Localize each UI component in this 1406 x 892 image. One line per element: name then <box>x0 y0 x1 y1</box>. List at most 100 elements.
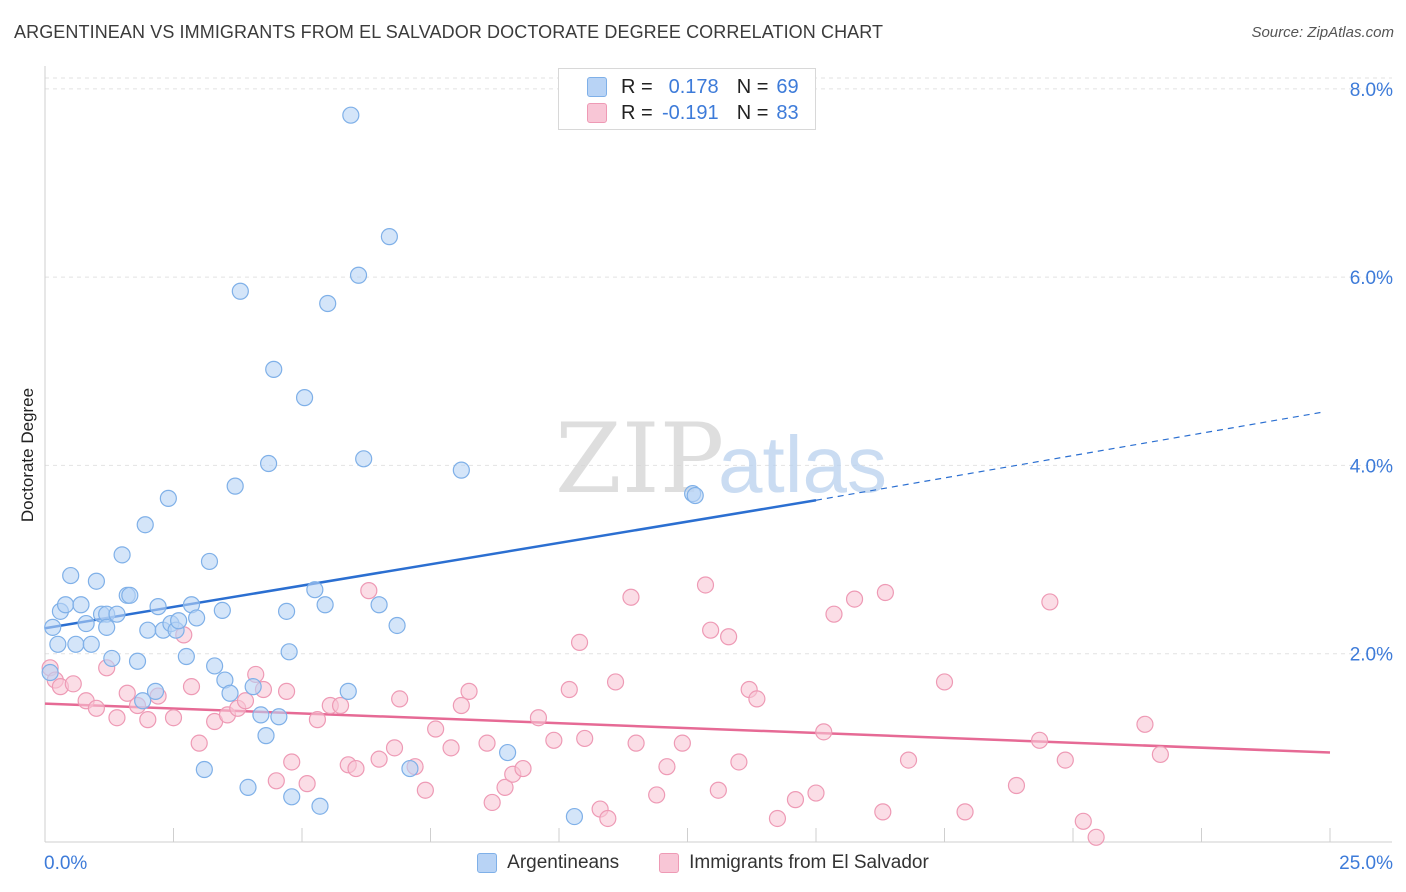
data-point-el-salvador <box>576 729 594 748</box>
data-point-el-salvador <box>709 781 727 799</box>
data-point-argentineans <box>295 389 314 407</box>
data-point-el-salvador <box>452 696 470 715</box>
data-point-argentineans <box>355 450 373 468</box>
stats-legend: R = 0.178 N = 69 R = -0.191 N = 83 <box>558 68 816 130</box>
data-point-argentineans <box>306 581 324 599</box>
data-point-el-salvador <box>1030 731 1049 749</box>
data-point-argentineans <box>370 596 388 614</box>
y-tick-label: 8.0% <box>1350 80 1393 101</box>
data-point-el-salvador <box>529 709 548 727</box>
legend-swatch-pink <box>587 103 607 123</box>
data-point-el-salvador <box>87 699 106 717</box>
data-point-el-salvador <box>1087 828 1105 846</box>
trend-line-argentineans-extension <box>815 411 1325 501</box>
data-point-argentineans <box>349 266 368 284</box>
data-point-el-salvador <box>560 680 578 699</box>
r-value: -0.191 <box>661 101 719 124</box>
data-point-argentineans <box>177 647 195 666</box>
data-point-el-salvador <box>64 675 82 693</box>
data-point-argentineans <box>44 618 62 636</box>
y-tick-label: 6.0% <box>1350 268 1393 289</box>
data-point-argentineans <box>128 652 147 670</box>
stats-row-argentineans: R = 0.178 N = 69 <box>587 74 799 100</box>
r-label: R = <box>621 101 653 124</box>
data-point-argentineans <box>380 228 398 246</box>
data-point-argentineans <box>113 546 131 564</box>
data-point-argentineans <box>149 598 167 616</box>
data-point-argentineans <box>339 682 357 700</box>
data-point-el-salvador <box>570 633 589 652</box>
data-point-el-salvador <box>720 628 738 646</box>
legend-label: Immigrants from El Salvador <box>689 852 929 873</box>
data-point-el-salvador <box>267 772 285 790</box>
data-point-el-salvador <box>673 734 691 752</box>
data-point-el-salvador <box>956 803 974 821</box>
data-point-argentineans <box>686 486 704 505</box>
chart-title: ARGENTINEAN VS IMMIGRANTS FROM EL SALVAD… <box>14 22 884 42</box>
data-point-argentineans <box>195 760 213 779</box>
data-point-el-salvador <box>730 753 748 771</box>
gridlines <box>45 77 1392 655</box>
data-point-el-salvador <box>514 759 532 778</box>
data-point-argentineans <box>280 643 298 661</box>
data-point-argentineans <box>499 743 517 762</box>
data-point-argentineans <box>283 788 301 806</box>
data-point-argentineans <box>206 657 224 675</box>
data-point-argentineans <box>82 635 100 653</box>
data-point-el-salvador <box>1041 593 1059 611</box>
data-point-argentineans <box>452 461 470 479</box>
legend-item-el-salvador[interactable]: Immigrants from El Salvador <box>659 852 929 874</box>
series-legend: Argentineans Immigrants from El Salvador <box>0 852 1406 874</box>
data-point-argentineans <box>139 621 157 639</box>
data-point-el-salvador <box>606 673 625 691</box>
data-point-el-salvador <box>599 809 617 828</box>
data-point-argentineans <box>319 294 337 313</box>
legend-item-argentineans[interactable]: Argentineans <box>477 852 619 874</box>
data-point-el-salvador <box>876 583 894 602</box>
data-point-el-salvador <box>298 775 316 793</box>
data-point-argentineans <box>226 477 244 495</box>
data-point-el-salvador <box>627 734 645 752</box>
watermark-atlas: atlas <box>718 420 887 509</box>
data-point-el-salvador <box>460 682 478 700</box>
data-point-argentineans <box>277 602 296 620</box>
data-point-argentineans <box>121 586 139 604</box>
data-point-el-salvador <box>190 734 208 752</box>
data-point-el-salvador <box>391 690 409 708</box>
data-point-el-salvador <box>658 758 676 776</box>
data-point-el-salvador <box>1056 751 1074 769</box>
data-point-el-salvador <box>1007 776 1026 795</box>
data-point-el-salvador <box>496 778 514 796</box>
data-point-el-salvador <box>331 696 350 715</box>
x-tick-label: 0.0% <box>44 853 87 874</box>
data-point-argentineans <box>388 616 406 635</box>
data-point-argentineans <box>72 596 90 614</box>
data-point-el-salvador <box>182 678 201 696</box>
legend-swatch-blue <box>587 77 607 97</box>
data-point-el-salvador <box>622 588 640 606</box>
y-axis-label: Doctorate Degree <box>18 387 37 523</box>
data-point-el-salvador <box>347 759 365 778</box>
data-point-el-salvador <box>786 791 805 809</box>
data-point-el-salvador <box>1151 745 1169 764</box>
data-point-el-salvador <box>648 786 666 804</box>
legend-swatch-blue <box>477 853 498 873</box>
data-point-el-salvador <box>702 621 720 639</box>
data-point-argentineans <box>56 596 75 614</box>
data-point-el-salvador <box>1136 715 1154 733</box>
data-point-el-salvador <box>825 605 843 623</box>
data-point-argentineans <box>316 596 334 614</box>
y-tick-label: 4.0% <box>1350 456 1393 477</box>
data-point-el-salvador <box>118 684 136 702</box>
data-point-el-salvador <box>748 690 766 708</box>
data-point-argentineans <box>311 797 329 815</box>
data-point-el-salvador <box>236 692 255 710</box>
data-point-argentineans <box>221 684 239 702</box>
data-point-argentineans <box>98 618 116 636</box>
data-point-argentineans <box>62 566 80 585</box>
data-point-argentineans <box>265 360 283 378</box>
data-point-argentineans <box>170 612 188 630</box>
data-point-argentineans <box>213 601 231 620</box>
data-point-el-salvador <box>360 582 378 600</box>
